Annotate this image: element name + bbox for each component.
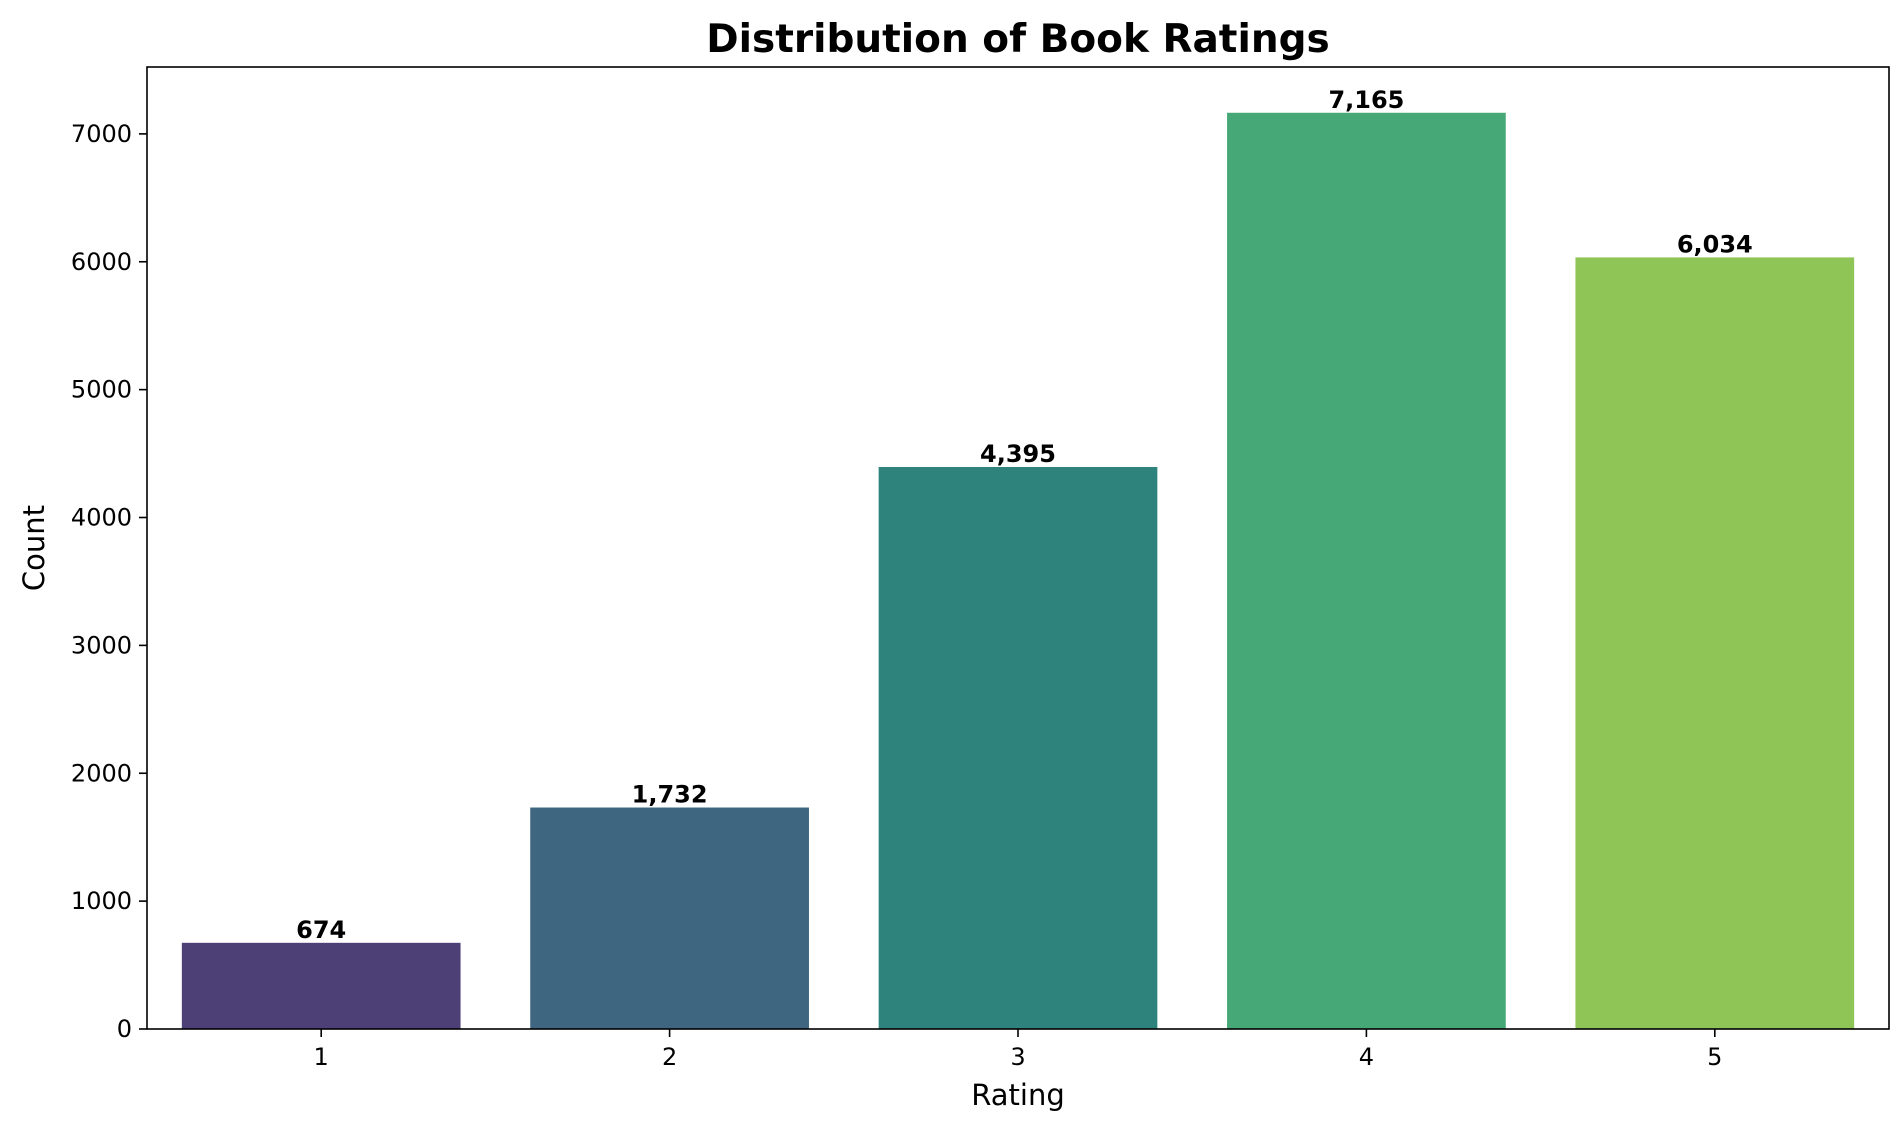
bar-rating-1 xyxy=(181,942,461,1029)
bar-rating-2 xyxy=(530,807,809,1029)
y-axis-label: Count xyxy=(17,505,51,591)
y-tick-label: 2000 xyxy=(71,759,132,787)
x-axis: 1 2 3 4 5 xyxy=(314,1029,1722,1071)
y-tick-label: 1000 xyxy=(71,887,132,915)
x-tick-label: 4 xyxy=(1359,1043,1374,1071)
data-label-rating-2: 1,732 xyxy=(632,781,708,809)
y-tick-label: 4000 xyxy=(71,504,132,532)
y-tick-label: 6000 xyxy=(71,248,132,276)
data-label-rating-3: 4,395 xyxy=(980,440,1056,468)
bar-rating-3 xyxy=(878,466,1158,1030)
bar-rating-4 xyxy=(1227,112,1506,1030)
bar-rating-5 xyxy=(1575,257,1855,1029)
x-axis-label: Rating xyxy=(971,1078,1065,1112)
x-tick-label: 2 xyxy=(662,1043,677,1071)
x-tick-label: 1 xyxy=(314,1043,329,1071)
chart-title: Distribution of Book Ratings xyxy=(706,17,1329,62)
data-label-rating-1: 674 xyxy=(296,916,346,944)
y-tick-label: 7000 xyxy=(71,120,132,148)
x-tick-label: 5 xyxy=(1707,1043,1722,1071)
y-axis: 0 1000 2000 3000 4000 5000 6000 7000 xyxy=(71,120,147,1043)
y-tick-label: 5000 xyxy=(71,376,132,404)
data-labels-layer: 674 1,732 4,395 7,165 6,034 xyxy=(296,86,1753,944)
bars-layer xyxy=(181,112,1855,1030)
y-tick-label: 0 xyxy=(117,1015,132,1043)
data-label-rating-5: 6,034 xyxy=(1677,230,1753,258)
y-tick-label: 3000 xyxy=(71,631,132,659)
data-label-rating-4: 7,165 xyxy=(1328,86,1404,114)
x-tick-label: 3 xyxy=(1010,1043,1025,1071)
